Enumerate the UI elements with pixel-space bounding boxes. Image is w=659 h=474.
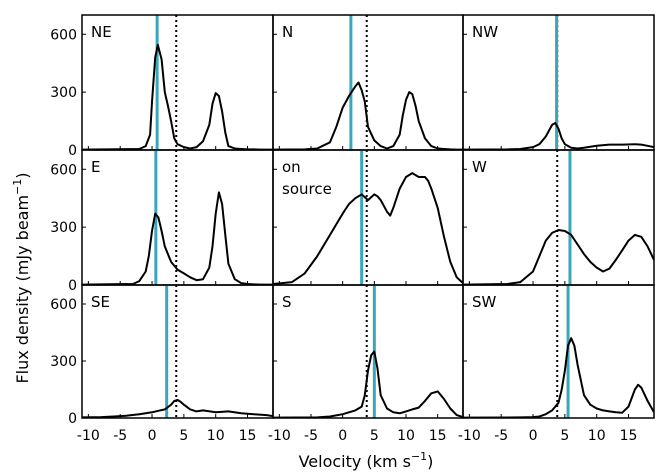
x-tick-label: 10 xyxy=(588,428,606,444)
spectrum-line xyxy=(82,191,273,285)
panel-label: on source xyxy=(282,158,332,198)
x-tick-label: 5 xyxy=(370,428,379,444)
spectrum-line xyxy=(82,43,273,150)
y-tick-label: 300 xyxy=(50,85,77,101)
panel-n: N xyxy=(272,14,464,151)
panel-label: NW xyxy=(472,23,498,41)
panel-label: SW xyxy=(472,293,497,311)
panel-frame xyxy=(272,284,464,419)
panel-label: N xyxy=(282,23,293,41)
panel-e: E xyxy=(81,149,274,286)
y-tick-label: 600 xyxy=(50,27,77,43)
panel-ne: NE xyxy=(81,14,274,151)
panel-frame xyxy=(81,149,274,286)
panel-nw: NW xyxy=(462,14,655,151)
x-tick-label: 15 xyxy=(239,428,257,444)
y-axis-title: Flux density (mJy beam−1) xyxy=(11,172,32,383)
panel-label: NE xyxy=(91,23,112,41)
y-tick-label: 300 xyxy=(50,220,77,236)
x-tick-label: 5 xyxy=(179,428,188,444)
panel-label: W xyxy=(472,158,487,176)
panel-on-source: on source xyxy=(272,149,464,286)
x-tick-label: 5 xyxy=(560,428,569,444)
y-tick-label: 0 xyxy=(68,143,77,159)
x-tick-label: -5 xyxy=(494,428,508,444)
panel-sw: SW xyxy=(462,284,655,419)
x-tick-label: -5 xyxy=(113,428,127,444)
y-tick-label: 300 xyxy=(50,354,77,370)
y-tick-labels: 0 300 600 0 300 600 0 300 600 xyxy=(50,27,77,427)
panel-label: E xyxy=(91,158,100,176)
x-tick-label: 15 xyxy=(620,428,638,444)
spectrum-line xyxy=(273,81,463,150)
x-tick-labels: -10 -5 0 5 10 15 -10 -5 0 5 10 15 -10 -5 0 5 10 15 xyxy=(77,428,638,444)
panel-frame xyxy=(272,14,464,151)
x-axis-title: Velocity (km s−1) xyxy=(299,450,434,471)
panel-w: W xyxy=(462,149,655,286)
x-tick-label: 0 xyxy=(338,428,347,444)
x-tick-label: 0 xyxy=(529,428,538,444)
panels-grid: NE N NW E on source W SE S SW xyxy=(81,14,655,419)
spectrum-line xyxy=(273,350,463,418)
panel-frame xyxy=(462,284,655,419)
spectrum-line xyxy=(273,172,463,285)
x-tick-label: 15 xyxy=(429,428,447,444)
x-tick-label: -10 xyxy=(268,428,291,444)
spectrum-line xyxy=(82,398,273,418)
x-tick-label: 10 xyxy=(207,428,225,444)
spectrum-line xyxy=(463,122,654,150)
y-tick-label: 0 xyxy=(68,411,77,427)
x-tick-label: 0 xyxy=(148,428,157,444)
y-tick-label: 0 xyxy=(68,278,77,294)
panel-frame xyxy=(81,284,274,419)
panel-frame xyxy=(462,149,655,286)
panel-s: S xyxy=(272,284,464,419)
y-tick-label: 600 xyxy=(50,297,77,313)
panel-label: S xyxy=(282,293,292,311)
x-tick-label: -10 xyxy=(77,428,100,444)
panel-label: SE xyxy=(91,293,110,311)
x-tick-label: -10 xyxy=(458,428,481,444)
panel-se: SE xyxy=(81,284,274,419)
panel-frame xyxy=(272,149,464,286)
spectrum-line xyxy=(463,337,654,418)
y-tick-label: 600 xyxy=(50,162,77,178)
x-tick-label: 10 xyxy=(397,428,415,444)
spectrum-line xyxy=(463,229,654,285)
x-tick-label: -5 xyxy=(304,428,318,444)
